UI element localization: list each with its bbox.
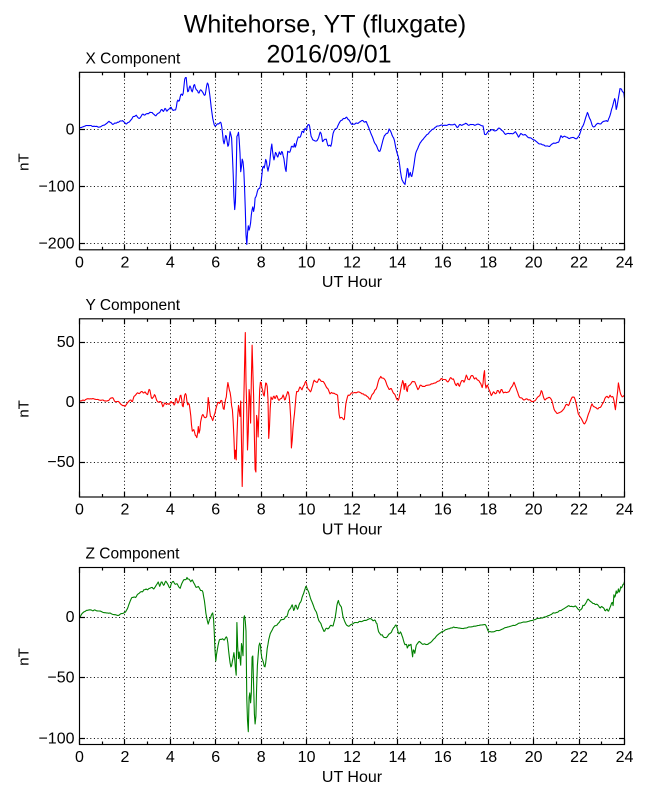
svg-text:4: 4 bbox=[166, 749, 175, 766]
svg-text:22: 22 bbox=[570, 749, 588, 766]
svg-text:22: 22 bbox=[570, 502, 588, 519]
svg-text:20: 20 bbox=[525, 749, 543, 766]
svg-text:22: 22 bbox=[570, 254, 588, 271]
svg-text:18: 18 bbox=[479, 749, 497, 766]
svg-text:12: 12 bbox=[343, 254, 361, 271]
svg-text:2016/09/01: 2016/09/01 bbox=[266, 41, 391, 69]
svg-text:−50: −50 bbox=[47, 454, 74, 471]
svg-text:24: 24 bbox=[616, 749, 634, 766]
svg-text:12: 12 bbox=[343, 749, 361, 766]
svg-text:12: 12 bbox=[343, 502, 361, 519]
svg-text:−50: −50 bbox=[47, 670, 74, 687]
svg-text:14: 14 bbox=[389, 254, 407, 271]
svg-text:18: 18 bbox=[479, 254, 497, 271]
svg-text:nT: nT bbox=[16, 400, 33, 418]
svg-text:Z Component: Z Component bbox=[86, 546, 181, 563]
svg-text:8: 8 bbox=[257, 254, 266, 271]
svg-text:X Component: X Component bbox=[86, 50, 181, 67]
svg-text:6: 6 bbox=[211, 254, 220, 271]
svg-text:18: 18 bbox=[479, 502, 497, 519]
svg-text:10: 10 bbox=[298, 749, 316, 766]
svg-text:24: 24 bbox=[616, 502, 634, 519]
svg-text:0: 0 bbox=[75, 254, 84, 271]
svg-text:0: 0 bbox=[66, 394, 75, 411]
svg-text:Whitehorse, YT (fluxgate): Whitehorse, YT (fluxgate) bbox=[184, 11, 467, 39]
svg-text:−100: −100 bbox=[38, 179, 74, 196]
svg-text:nT: nT bbox=[16, 153, 33, 171]
svg-text:−200: −200 bbox=[38, 236, 74, 253]
svg-text:20: 20 bbox=[525, 254, 543, 271]
svg-text:0: 0 bbox=[75, 749, 84, 766]
svg-text:UT Hour: UT Hour bbox=[322, 521, 383, 538]
svg-text:−100: −100 bbox=[38, 730, 74, 747]
svg-text:6: 6 bbox=[211, 749, 220, 766]
svg-text:0: 0 bbox=[75, 502, 84, 519]
svg-text:14: 14 bbox=[389, 502, 407, 519]
svg-text:16: 16 bbox=[434, 254, 452, 271]
svg-text:6: 6 bbox=[211, 502, 220, 519]
svg-text:16: 16 bbox=[434, 502, 452, 519]
svg-text:20: 20 bbox=[525, 502, 543, 519]
svg-text:2: 2 bbox=[120, 502, 129, 519]
svg-text:UT Hour: UT Hour bbox=[322, 274, 383, 291]
svg-text:4: 4 bbox=[166, 254, 175, 271]
svg-text:2: 2 bbox=[120, 749, 129, 766]
svg-text:8: 8 bbox=[257, 502, 266, 519]
svg-text:nT: nT bbox=[16, 648, 33, 666]
svg-text:14: 14 bbox=[389, 749, 407, 766]
svg-text:4: 4 bbox=[166, 502, 175, 519]
svg-text:24: 24 bbox=[616, 254, 634, 271]
svg-text:0: 0 bbox=[66, 121, 75, 138]
svg-text:0: 0 bbox=[66, 609, 75, 626]
svg-text:10: 10 bbox=[298, 254, 316, 271]
svg-text:10: 10 bbox=[298, 502, 316, 519]
svg-text:8: 8 bbox=[257, 749, 266, 766]
svg-text:2: 2 bbox=[120, 254, 129, 271]
svg-text:UT Hour: UT Hour bbox=[322, 769, 383, 786]
svg-text:16: 16 bbox=[434, 749, 452, 766]
svg-text:Y Component: Y Component bbox=[86, 297, 181, 314]
svg-text:50: 50 bbox=[57, 334, 75, 351]
